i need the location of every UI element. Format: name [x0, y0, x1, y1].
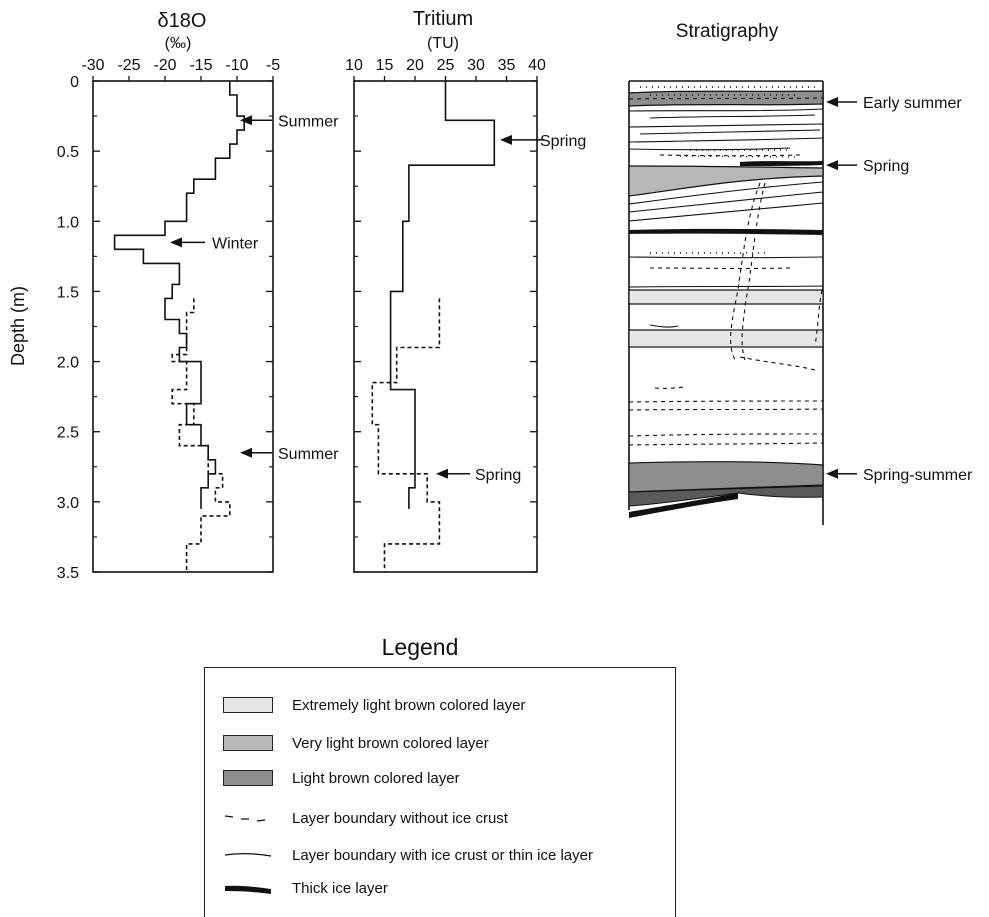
thick-ice-layer-1: [629, 228, 823, 235]
annotation-arrowhead: [240, 115, 252, 126]
annotation-label: Winter: [212, 235, 259, 252]
d18o-unit: (‰): [165, 35, 192, 52]
y-tick-label: 1.0: [57, 214, 79, 231]
annotation-label: Spring-summer: [863, 467, 973, 484]
legend-box: Extremely light brown colored layer Very…: [204, 667, 676, 917]
annotation-arrowhead: [826, 468, 838, 479]
d18o-title: δ18O: [158, 10, 207, 32]
x-tick-label: -25: [117, 57, 140, 74]
tritium-series: [371, 81, 496, 572]
annotation-arrowhead: [826, 97, 838, 108]
annotation-arrowhead: [170, 237, 182, 248]
y-tick-label: 1.5: [57, 284, 79, 301]
dashed-series-line: [171, 298, 231, 572]
d18o-frame: [92, 80, 274, 573]
d18o-series: [113, 81, 245, 572]
dashed-series-line: [371, 298, 441, 572]
annotation-arrowhead: [436, 468, 448, 479]
x-tick-label: 35: [498, 57, 516, 74]
tritium-x-ticks: 10 15 20 25 30 35 40: [345, 57, 546, 81]
legend-item-thick-ice: Thick ice layer: [223, 877, 388, 899]
d18o-x-ticks: -30 -25 -20 -15 -10 -5: [81, 57, 280, 81]
thick-ice-icon: [225, 885, 271, 894]
legend-label: Layer boundary without ice crust: [292, 809, 508, 827]
stratigraphy-panel: Stratigraphy: [628, 21, 973, 525]
strat-dotted-layers: [640, 86, 815, 254]
legend-item-very-light: Very light brown colored layer: [223, 732, 489, 754]
depth-axis-label: Depth (m): [8, 286, 28, 366]
legend-label: Light brown colored layer: [292, 769, 460, 787]
legend-label: Very light brown colored layer: [292, 734, 489, 752]
x-tick-label: -20: [153, 57, 176, 74]
legend-swatch-light-brown: [223, 770, 273, 786]
legend-swatch-extremely-light: [223, 697, 273, 713]
d18o-panel: δ18O (‰) Depth (m) -30 -25 -20 -15 -10 -5 0 0.…: [8, 10, 339, 582]
x-tick-label: 25: [437, 57, 455, 74]
legend-title: Legend: [381, 634, 459, 660]
legend-item-dashed-boundary: Layer boundary without ice crust: [223, 807, 508, 829]
tritium-unit: (TU): [427, 35, 459, 52]
x-tick-label: 20: [406, 57, 424, 74]
x-tick-label: -30: [81, 57, 104, 74]
legend-swatch-very-light: [223, 735, 273, 751]
legend-item-extremely-light: Extremely light brown colored layer: [223, 694, 525, 716]
y-tick-label: 3.5: [57, 565, 79, 582]
stratigraphy-annotations: Early summer Spring Spring-summer: [826, 95, 973, 484]
tritium-annotations: Spring Spring: [436, 133, 586, 484]
annotation-arrowhead: [240, 447, 252, 458]
tritium-title: Tritium: [413, 8, 473, 30]
tritium-frame: [353, 80, 538, 573]
strat-band-extremely-light-1: [628, 289, 824, 305]
thick-ice-layer-2: [740, 161, 823, 166]
annotation-label: Spring: [863, 158, 909, 175]
strat-band-extremely-light-2: [628, 329, 824, 348]
y-tick-label: 2.0: [57, 355, 79, 372]
strat-solid-boundaries: [628, 108, 824, 328]
annotation-arrowhead: [826, 160, 838, 171]
x-tick-label: 40: [528, 57, 546, 74]
annotation-label: Summer: [278, 113, 339, 130]
annotation-label: Spring: [475, 467, 521, 484]
strat-band-very-light-brown: [628, 165, 824, 197]
legend-label: Extremely light brown colored layer: [292, 696, 526, 714]
annotation-label: Spring: [540, 133, 586, 150]
x-tick-label: -5: [266, 57, 280, 74]
tritium-y-ticks: [354, 80, 537, 573]
x-tick-label: -10: [225, 57, 248, 74]
y-tick-label: 3.0: [57, 495, 79, 512]
x-tick-label: 15: [376, 57, 394, 74]
y-tick-label: 0.5: [57, 144, 79, 161]
legend-label: Layer boundary with ice crust or thin ic…: [292, 846, 593, 864]
annotation-arrowhead: [500, 134, 512, 145]
legend-item-solid-boundary: Layer boundary with ice crust or thin ic…: [223, 844, 593, 866]
y-tick-label: 2.5: [57, 425, 79, 442]
solid-line-icon: [224, 852, 272, 857]
tritium-panel: Tritium (TU) 10 15 20 25 30 35 40 Spring Spring: [345, 8, 586, 573]
depth-y-ticks: 0 0.5 1.0 1.5 2.0 2.5 3.0 3.5: [57, 74, 273, 582]
x-tick-label: 10: [345, 57, 363, 74]
y-tick-label: 0: [70, 74, 79, 91]
annotation-label: Early summer: [863, 95, 962, 112]
legend-label: Thick ice layer: [292, 879, 388, 897]
strat-dashed-boundaries: [628, 97, 824, 446]
strat-band-dark: [628, 485, 824, 507]
legend-item-light-brown: Light brown colored layer: [223, 767, 460, 789]
x-tick-label: 30: [467, 57, 485, 74]
d18o-annotations: Summer Winter Summer: [170, 113, 339, 463]
thick-ice-layer-3: [629, 493, 738, 518]
x-tick-label: -15: [189, 57, 212, 74]
dashed-line-icon: [224, 815, 266, 822]
annotation-label: Summer: [278, 446, 339, 463]
solid-series-line: [389, 81, 496, 509]
stratigraphy-title: Stratigraphy: [676, 21, 779, 42]
